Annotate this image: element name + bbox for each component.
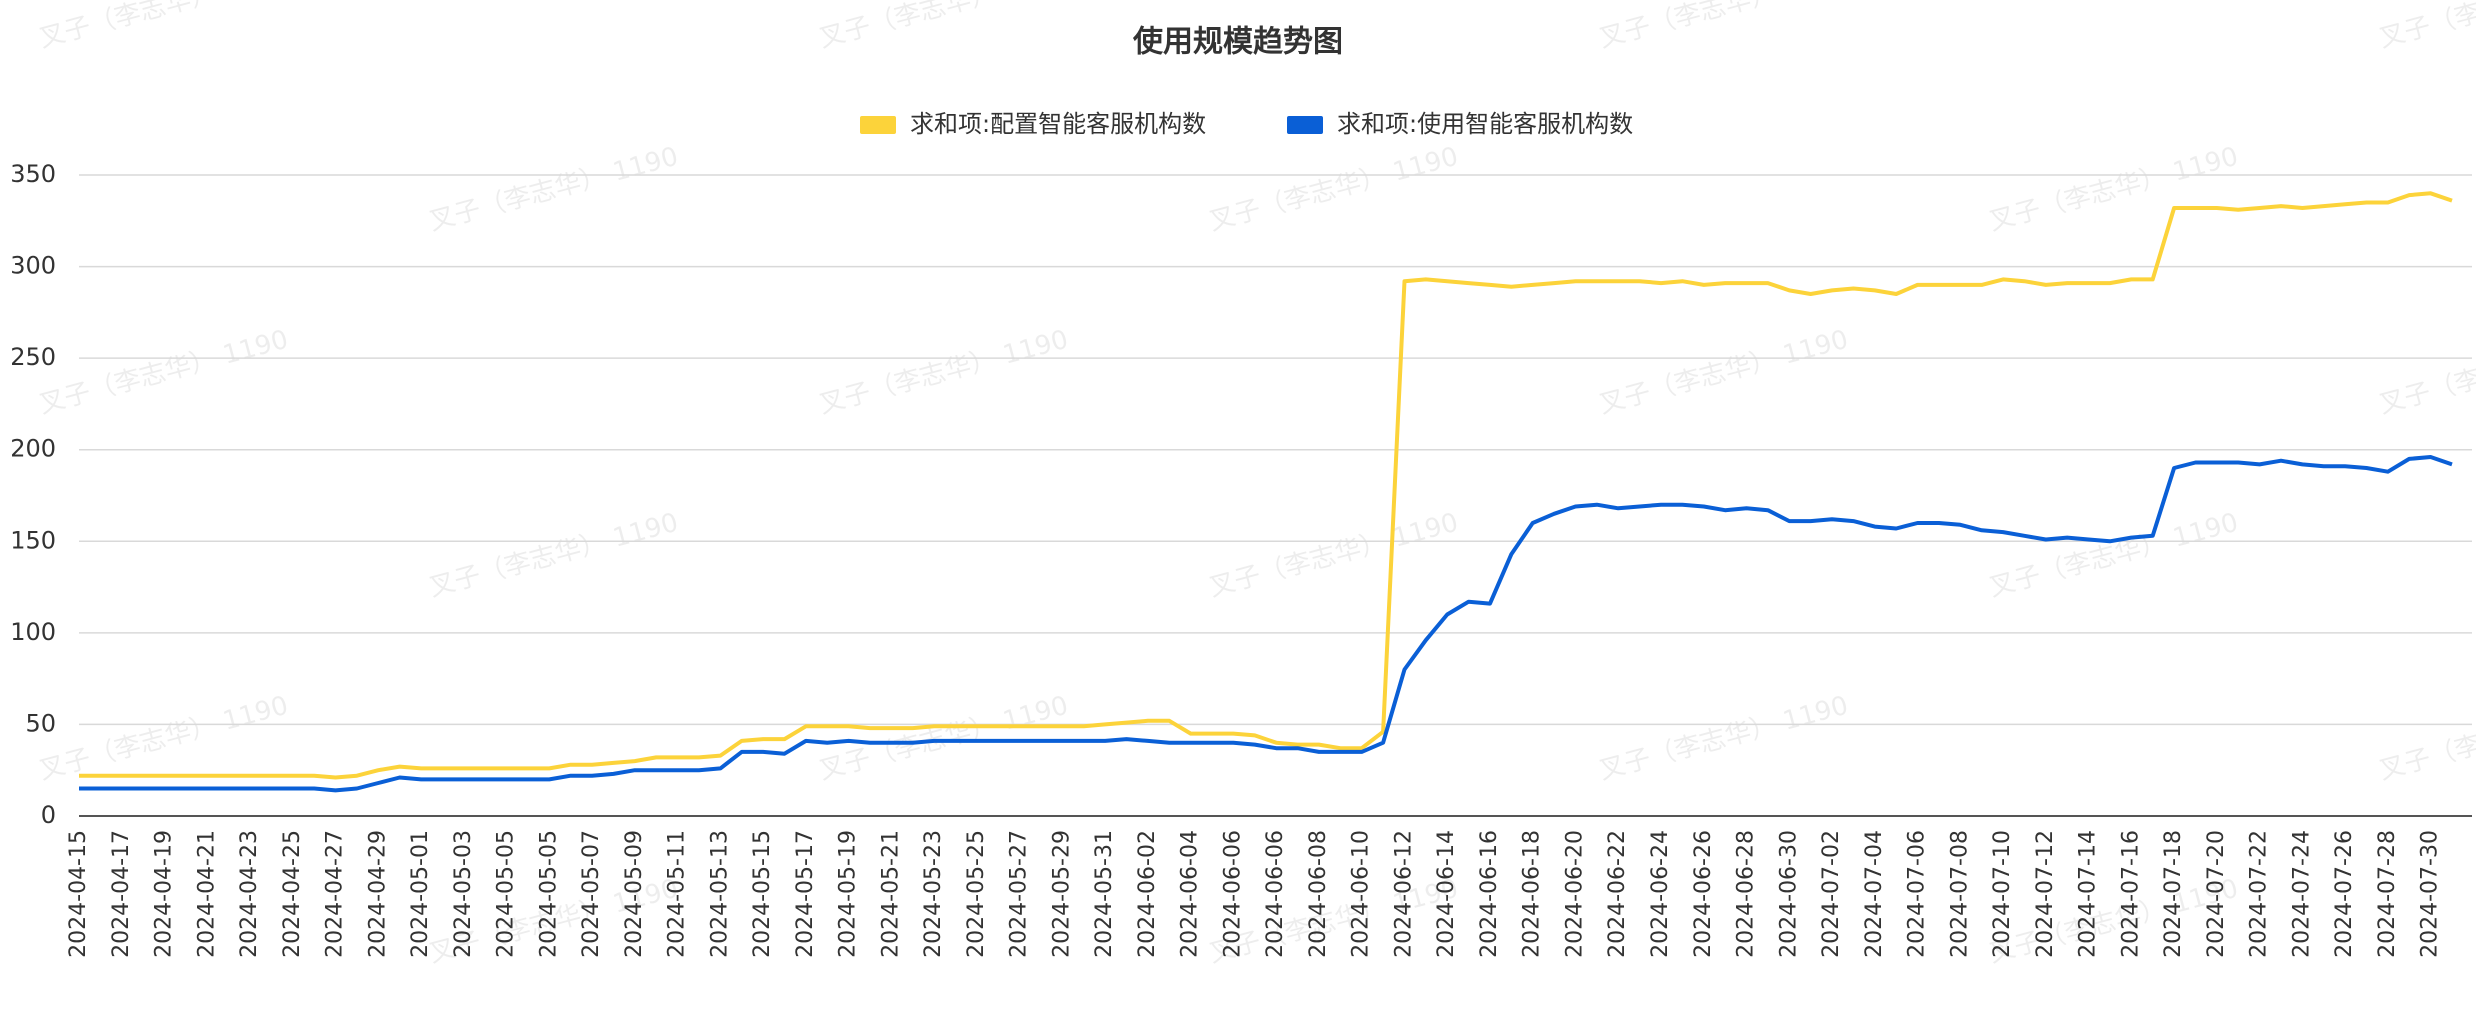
x-tick-label: 2024-06-02: [1135, 830, 1160, 958]
x-tick-label: 2024-07-10: [1990, 830, 2015, 958]
x-tick-label: 2024-05-15: [750, 830, 775, 958]
x-tick-label: 2024-07-08: [1947, 830, 1972, 958]
y-tick-label: 350: [10, 160, 56, 188]
watermark: 叉子（李志华） 1190: [36, 325, 291, 420]
x-tick-label: 2024-07-24: [2289, 830, 2314, 958]
x-tick-label: 2024-06-08: [1306, 830, 1331, 958]
x-tick-label: 2024-05-27: [1007, 830, 1032, 958]
x-tick-label: 2024-05-13: [707, 830, 732, 958]
x-tick-label: 2024-04-23: [237, 830, 262, 958]
x-tick-label: 2024-07-30: [2418, 830, 2443, 958]
watermark: 叉子（李志华） 1190: [2376, 325, 2476, 420]
x-tick-label: 2024-07-26: [2332, 830, 2357, 958]
x-tick-label: 2024-04-25: [280, 830, 305, 958]
chart-title: 使用规模趋势图: [1132, 25, 1343, 60]
x-tick-label: 2024-04-17: [109, 830, 134, 958]
watermark: 叉子（李志华） 1190: [816, 325, 1071, 420]
x-tick-label: 2024-07-02: [1819, 830, 1844, 958]
y-tick-label: 100: [10, 618, 56, 646]
x-tick-label: 2024-06-18: [1520, 830, 1545, 958]
x-tick-label: 2024-06-22: [1605, 830, 1630, 958]
x-tick-label: 2024-05-31: [1092, 830, 1117, 958]
y-tick-label: 50: [25, 709, 56, 737]
watermark: 叉子（李志华） 1190: [1596, 0, 1851, 54]
x-tick-label: 2024-07-22: [2247, 830, 2272, 958]
y-tick-label: 300: [10, 252, 56, 280]
y-tick-label: 250: [10, 343, 56, 371]
x-tick-label: 2024-06-20: [1562, 830, 1587, 958]
x-tick-label: 2024-05-05: [536, 830, 561, 958]
x-tick-label: 2024-06-16: [1477, 830, 1502, 958]
x-tick-label: 2024-04-15: [66, 830, 91, 958]
watermark: 叉子（李志华） 1190: [2376, 691, 2476, 786]
watermark: 叉子（李志华） 1190: [816, 691, 1071, 786]
x-tick-label: 2024-04-21: [194, 830, 219, 958]
x-tick-label: 2024-06-06: [1220, 830, 1245, 958]
x-tick-label: 2024-04-19: [152, 830, 177, 958]
watermark: 叉子（李志华） 1190: [1596, 691, 1851, 786]
watermark: 叉子（李志华） 1190: [1596, 325, 1851, 420]
x-tick-label: 2024-07-16: [2118, 830, 2143, 958]
x-tick-label: 2024-05-09: [622, 830, 647, 958]
watermark: 叉子（李志华） 1190: [36, 691, 291, 786]
legend-swatch: [1287, 116, 1323, 134]
x-tick-label: 2024-06-04: [1178, 830, 1203, 958]
x-tick-label: 2024-05-19: [836, 830, 861, 958]
x-tick-label: 2024-05-11: [665, 830, 690, 958]
x-tick-label: 2024-06-24: [1648, 830, 1673, 958]
x-tick-label: 2024-05-21: [878, 830, 903, 958]
watermark: 叉子（李志华） 1190: [1986, 508, 2241, 603]
watermark: 叉子（李志华） 1190: [426, 508, 681, 603]
x-tick-label: 2024-06-30: [1776, 830, 1801, 958]
watermark: 叉子（李志华） 1190: [1206, 142, 1461, 237]
legend-label: 求和项:使用智能客服机构数: [1337, 110, 1633, 138]
x-tick-label: 2024-05-05: [494, 830, 519, 958]
watermark: 叉子（李志华） 1190: [816, 0, 1071, 54]
y-tick-label: 200: [10, 435, 56, 463]
watermark: 叉子（李志华） 1190: [1206, 508, 1461, 603]
x-tick-label: 2024-06-26: [1691, 830, 1716, 958]
watermark: 叉子（李志华） 1190: [36, 0, 291, 54]
x-tick-label: 2024-05-01: [408, 830, 433, 958]
x-tick-label: 2024-07-06: [1905, 830, 1930, 958]
series-line: [79, 191, 2453, 780]
x-tick-label: 2024-07-04: [1862, 830, 1887, 958]
x-tick-label: 2024-06-28: [1734, 830, 1759, 958]
x-tick-label: 2024-06-06: [1263, 830, 1288, 958]
x-tick-label: 2024-06-12: [1391, 830, 1416, 958]
x-tick-label: 2024-07-18: [2161, 830, 2186, 958]
x-tick-label: 2024-05-07: [579, 830, 604, 958]
x-tick-label: 2024-05-03: [451, 830, 476, 958]
legend-label: 求和项:配置智能客服机构数: [910, 110, 1206, 138]
x-tick-label: 2024-07-12: [2033, 830, 2058, 958]
legend-swatch: [860, 116, 896, 134]
x-tick-label: 2024-05-23: [921, 830, 946, 958]
y-tick-label: 0: [41, 801, 56, 829]
x-tick-label: 2024-06-14: [1434, 830, 1459, 958]
x-tick-label: 2024-06-10: [1349, 830, 1374, 958]
series-line: [79, 455, 2453, 793]
watermark: 叉子（李志华） 1190: [2376, 0, 2476, 54]
x-tick-label: 2024-07-14: [2076, 830, 2101, 958]
y-tick-label: 150: [10, 526, 56, 554]
x-tick-label: 2024-04-27: [323, 830, 348, 958]
x-tick-label: 2024-05-29: [1049, 830, 1074, 958]
watermark: 叉子（李志华） 1190: [1986, 142, 2241, 237]
x-tick-label: 2024-07-28: [2375, 830, 2400, 958]
x-tick-label: 2024-05-25: [964, 830, 989, 958]
x-tick-label: 2024-05-17: [793, 830, 818, 958]
watermark: 叉子（李志华） 1190: [426, 142, 681, 237]
x-tick-label: 2024-04-29: [365, 830, 390, 958]
x-tick-label: 2024-07-20: [2204, 830, 2229, 958]
